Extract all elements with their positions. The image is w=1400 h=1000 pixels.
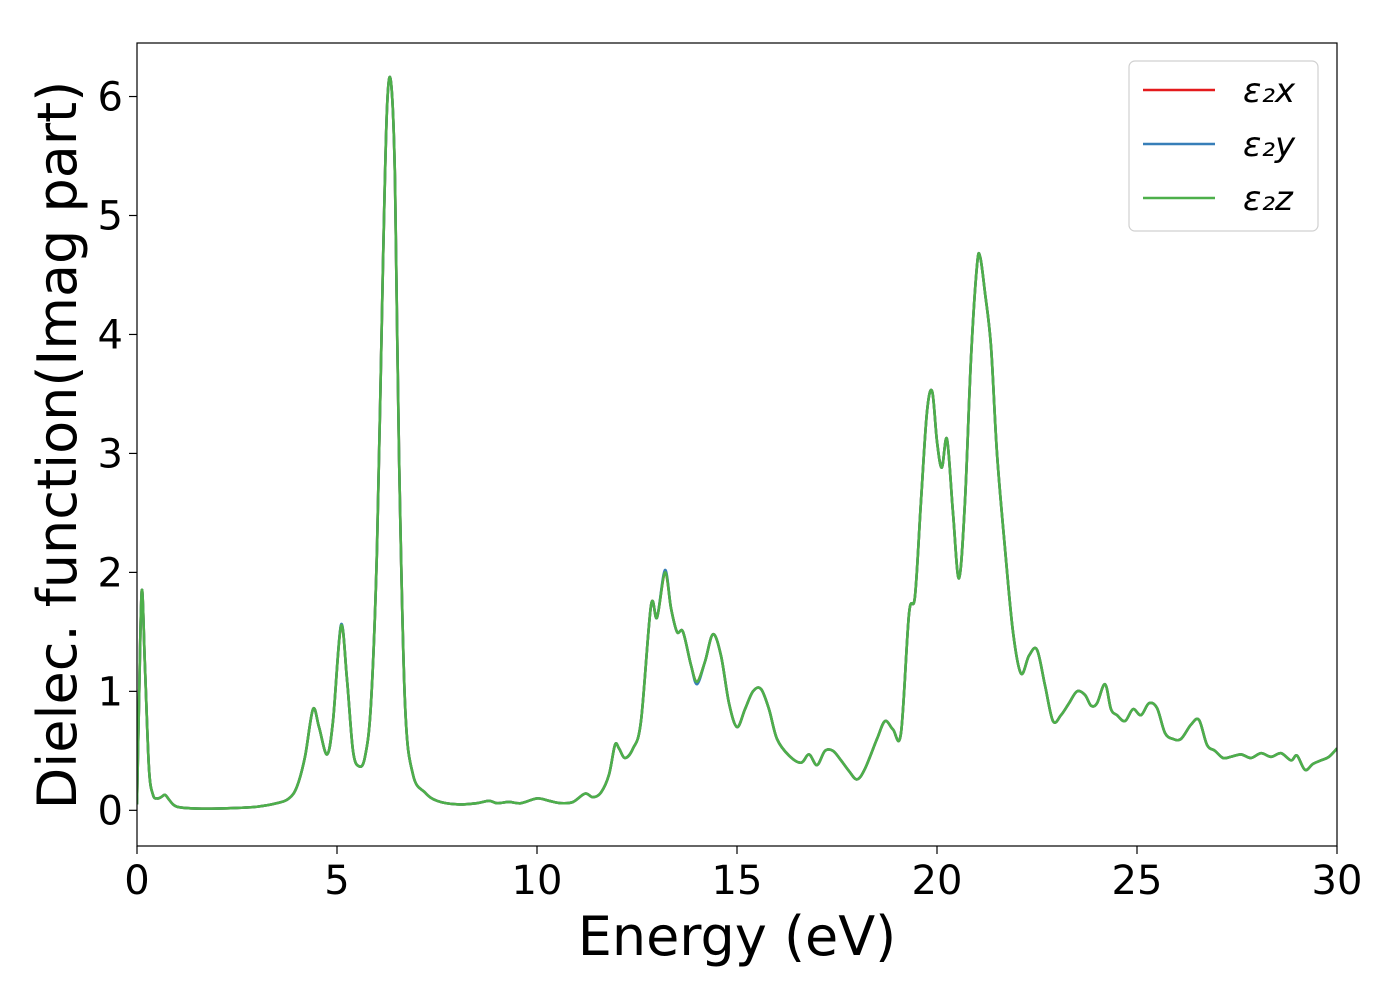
x-axis-label: Energy (eV) <box>578 905 897 968</box>
y-tick-label: 4 <box>98 312 123 358</box>
y-tick-label: 0 <box>98 788 123 834</box>
legend-label-3: ε₂z <box>1243 179 1294 219</box>
y-tick-label: 2 <box>98 550 123 596</box>
legend-label-1: ε₂x <box>1243 71 1296 111</box>
x-tick-label: 25 <box>1112 858 1163 904</box>
x-tick-label: 15 <box>712 858 763 904</box>
legend-box <box>1128 60 1319 232</box>
x-axis: 0 5 10 15 20 25 30 <box>124 846 1362 904</box>
x-tick-label: 10 <box>512 858 563 904</box>
x-tick-label: 5 <box>324 858 349 904</box>
series-layer <box>137 75 1337 810</box>
y-tick-label: 3 <box>98 431 123 477</box>
y-axis-label: Dielec. function(Imag part) <box>26 81 89 810</box>
x-tick-label: 0 <box>124 858 149 904</box>
x-tick-label: 30 <box>1312 858 1363 904</box>
series-line-3 <box>137 75 1337 810</box>
x-tick-label: 20 <box>912 858 963 904</box>
y-tick-label: 6 <box>98 75 123 121</box>
legend-label-2: ε₂y <box>1243 125 1296 165</box>
y-tick-label: 5 <box>98 193 123 239</box>
y-tick-label: 1 <box>98 669 123 715</box>
y-axis: 0 1 2 3 4 5 6 <box>98 75 137 834</box>
legend: ε₂x ε₂y ε₂z <box>1128 60 1319 232</box>
